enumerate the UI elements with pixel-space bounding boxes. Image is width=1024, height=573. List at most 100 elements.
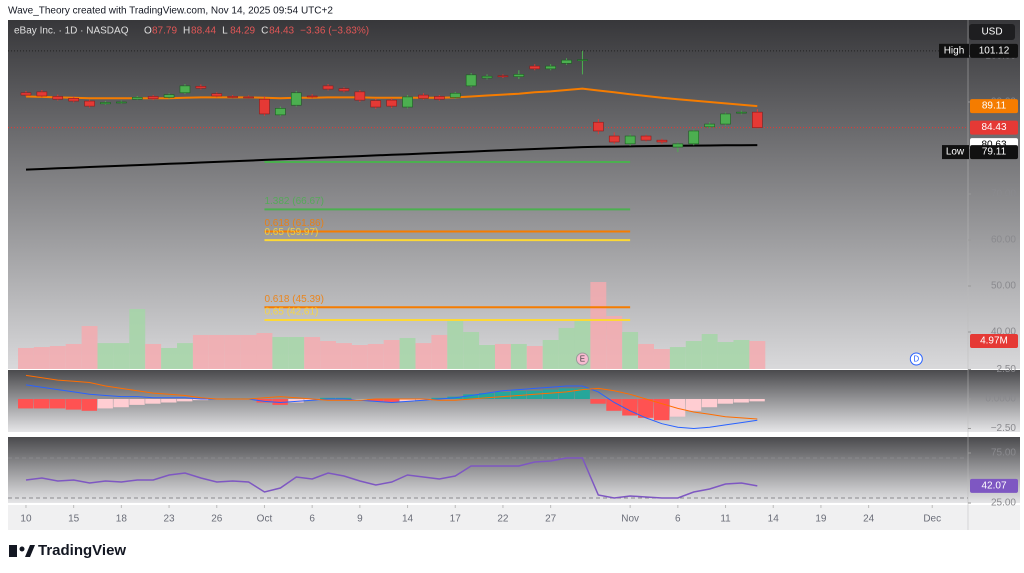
volume-bar bbox=[97, 343, 114, 369]
fib-label: 0.618 (61.86) bbox=[264, 218, 324, 229]
volume-bar bbox=[399, 338, 416, 369]
volume-bar bbox=[494, 343, 511, 369]
rsi-value-box bbox=[970, 478, 1018, 493]
low-marker: Low bbox=[946, 147, 965, 158]
candle-body bbox=[561, 59, 572, 64]
x-tick-label: 9 bbox=[357, 514, 363, 525]
currency[interactable]: USD bbox=[981, 27, 1002, 38]
macd-histogram bbox=[351, 398, 368, 400]
volume-bar bbox=[367, 343, 384, 369]
candle-body bbox=[84, 100, 95, 107]
candle-body bbox=[593, 121, 604, 132]
volume-bar bbox=[336, 343, 352, 369]
volume-bar bbox=[622, 331, 639, 369]
candle-body bbox=[52, 96, 64, 100]
macd-histogram bbox=[145, 398, 161, 404]
volume-bar bbox=[81, 326, 98, 369]
x-tick-label: 10 bbox=[20, 514, 32, 525]
ma-value: 89.11 bbox=[982, 101, 1007, 112]
macd-histogram bbox=[685, 398, 702, 411]
volume-bar bbox=[192, 334, 209, 369]
candle-body bbox=[418, 94, 429, 99]
candle-body bbox=[529, 65, 541, 70]
macd-histogram bbox=[542, 389, 559, 399]
volume-bar bbox=[351, 345, 368, 369]
event-marker bbox=[575, 352, 589, 366]
x-tick-label: 6 bbox=[675, 514, 681, 525]
candle-body bbox=[131, 97, 143, 100]
candle-body bbox=[20, 92, 32, 96]
macd-histogram bbox=[97, 398, 113, 409]
low-value: 79.11 bbox=[982, 147, 1007, 158]
high-value: 101.12 bbox=[979, 45, 1010, 56]
volume-bar bbox=[558, 327, 575, 369]
candle-body bbox=[195, 86, 207, 89]
candle-body bbox=[306, 95, 318, 98]
macd-histogram bbox=[288, 398, 304, 403]
volume-bar bbox=[606, 315, 623, 369]
macd-pane bbox=[8, 370, 1020, 432]
y-tick-label: 25.00 bbox=[991, 498, 1016, 509]
candle-body bbox=[497, 75, 509, 78]
candle-body bbox=[211, 93, 223, 97]
macd-histogram bbox=[256, 398, 272, 403]
volume-bar bbox=[510, 343, 527, 369]
volume-bar bbox=[272, 337, 289, 369]
volume-bar bbox=[447, 318, 464, 369]
candle-body bbox=[434, 96, 445, 100]
x-tick-label: 15 bbox=[68, 514, 80, 525]
volume-bar bbox=[177, 343, 193, 369]
event-label: E bbox=[580, 355, 585, 364]
volume-value: 4.97M bbox=[980, 336, 1008, 347]
legend-key: L bbox=[222, 26, 228, 37]
volume-bar bbox=[65, 343, 82, 369]
macd-histogram bbox=[415, 398, 431, 401]
macd-histogram bbox=[701, 398, 718, 408]
candle-body bbox=[163, 94, 175, 98]
y-tick-label: 75.00 bbox=[991, 448, 1016, 459]
volume-bar bbox=[669, 347, 686, 369]
macd-histogram bbox=[590, 398, 606, 404]
y-tick-label: 60.00 bbox=[991, 235, 1016, 246]
candle-body bbox=[402, 96, 413, 108]
x-tick-label: 27 bbox=[545, 514, 557, 525]
volume-bar bbox=[208, 334, 225, 369]
candle-body bbox=[116, 101, 127, 104]
macd-histogram bbox=[336, 397, 352, 399]
volume-bar bbox=[320, 341, 337, 369]
macd-histogram bbox=[161, 398, 177, 403]
candle-body bbox=[656, 139, 668, 143]
brand-logo bbox=[9, 545, 35, 557]
volume-bar bbox=[145, 343, 162, 369]
macd-histogram bbox=[367, 398, 384, 402]
y-tick-label: 2.50 bbox=[997, 364, 1017, 375]
candle-body bbox=[290, 92, 302, 106]
candle-body bbox=[147, 96, 159, 100]
macd-histogram bbox=[49, 398, 66, 409]
macd-histogram bbox=[638, 398, 654, 418]
volume-bar bbox=[717, 342, 734, 369]
volume-bar bbox=[701, 334, 718, 369]
event-marker bbox=[909, 352, 923, 366]
candle-body bbox=[338, 88, 350, 92]
macd-histogram bbox=[606, 398, 622, 411]
macd-histogram bbox=[479, 393, 495, 399]
macd-histogram bbox=[399, 398, 415, 402]
candle-body bbox=[275, 108, 286, 116]
candle-body bbox=[259, 98, 270, 115]
volume-bar bbox=[685, 341, 702, 369]
candle-body bbox=[100, 102, 111, 105]
candle-body bbox=[513, 74, 525, 77]
macd-histogram bbox=[749, 398, 765, 402]
macd-line bbox=[25, 374, 758, 420]
volume-bar bbox=[224, 334, 241, 369]
volume-bar bbox=[653, 349, 670, 369]
macd-histogram bbox=[18, 398, 34, 409]
volume-bar bbox=[256, 333, 273, 369]
macd-histogram bbox=[431, 397, 447, 399]
volume-bar bbox=[733, 339, 750, 369]
x-tick-label: Dec bbox=[923, 514, 941, 525]
currency-button[interactable] bbox=[969, 24, 1015, 40]
volume-bar bbox=[415, 343, 432, 369]
volume-bar bbox=[113, 343, 130, 369]
